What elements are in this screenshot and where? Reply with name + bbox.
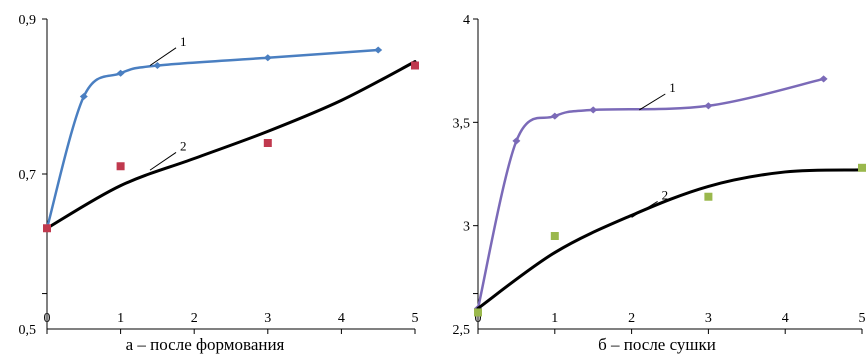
panel-a: 0,5 0,7 0,9 0 1 2 3 4 5 1 2 а – после формования bbox=[19, 13, 419, 354]
data-point-square bbox=[550, 232, 559, 240]
data-point-diamond bbox=[589, 106, 598, 114]
series-line-2 bbox=[45, 60, 417, 230]
panel-b: 2,5 3 3,5 4 0 1 2 3 4 5 1 2 б – после сушки bbox=[453, 13, 866, 354]
y-tick-label: 0,5 bbox=[19, 323, 37, 338]
data-point-diamond bbox=[819, 75, 828, 83]
series-line-2 bbox=[476, 168, 864, 310]
data-point-diamond bbox=[704, 102, 713, 110]
curve-leader-line bbox=[639, 93, 666, 111]
data-point-diamond bbox=[116, 69, 125, 77]
y-tick-label: 3,5 bbox=[453, 116, 471, 131]
series-line-1 bbox=[45, 48, 380, 230]
x-tick-label: 3 bbox=[705, 311, 712, 326]
data-point-diamond bbox=[512, 137, 521, 145]
panel-caption: а – после формования bbox=[126, 335, 285, 354]
data-point-diamond bbox=[374, 46, 383, 54]
data-point-diamond bbox=[79, 92, 88, 101]
data-point-square bbox=[263, 139, 272, 147]
data-point-square bbox=[858, 163, 866, 172]
curve-label: 1 bbox=[669, 80, 676, 95]
curve-leader-line bbox=[149, 47, 177, 66]
data-point-square bbox=[411, 61, 419, 70]
x-tick-label: 2 bbox=[191, 311, 198, 326]
y-tick-label: 0,7 bbox=[19, 168, 37, 183]
series-line-1 bbox=[476, 77, 825, 310]
x-tick-label: 5 bbox=[412, 311, 419, 326]
curve-leader-line bbox=[631, 201, 658, 218]
data-point-diamond bbox=[550, 112, 559, 120]
curve-leader-line bbox=[149, 151, 177, 171]
y-tick-label: 3 bbox=[463, 220, 470, 235]
x-tick-label: 1 bbox=[117, 311, 124, 326]
curve-label: 2 bbox=[662, 187, 669, 202]
data-point-square bbox=[43, 224, 51, 233]
data-point-square bbox=[704, 192, 713, 201]
y-tick-label: 2,5 bbox=[453, 323, 471, 338]
y-tick-label: 0,9 bbox=[19, 13, 37, 28]
x-tick-label: 0 bbox=[475, 311, 482, 326]
x-tick-label: 4 bbox=[338, 311, 345, 326]
data-point-diamond bbox=[263, 54, 272, 62]
x-tick-label: 5 bbox=[859, 311, 866, 326]
curve-label: 1 bbox=[180, 34, 187, 49]
data-point-square bbox=[474, 308, 482, 317]
curve-label: 2 bbox=[180, 138, 187, 153]
x-tick-label: 4 bbox=[782, 311, 789, 326]
y-tick-label: 4 bbox=[463, 13, 470, 28]
panel-caption: б – после сушки bbox=[598, 335, 716, 354]
data-point-square bbox=[116, 162, 125, 171]
x-tick-label: 3 bbox=[264, 311, 271, 326]
data-point-diamond bbox=[153, 61, 162, 70]
x-tick-label: 0 bbox=[44, 311, 51, 326]
x-tick-label: 1 bbox=[551, 311, 558, 326]
x-tick-label: 2 bbox=[628, 311, 635, 326]
